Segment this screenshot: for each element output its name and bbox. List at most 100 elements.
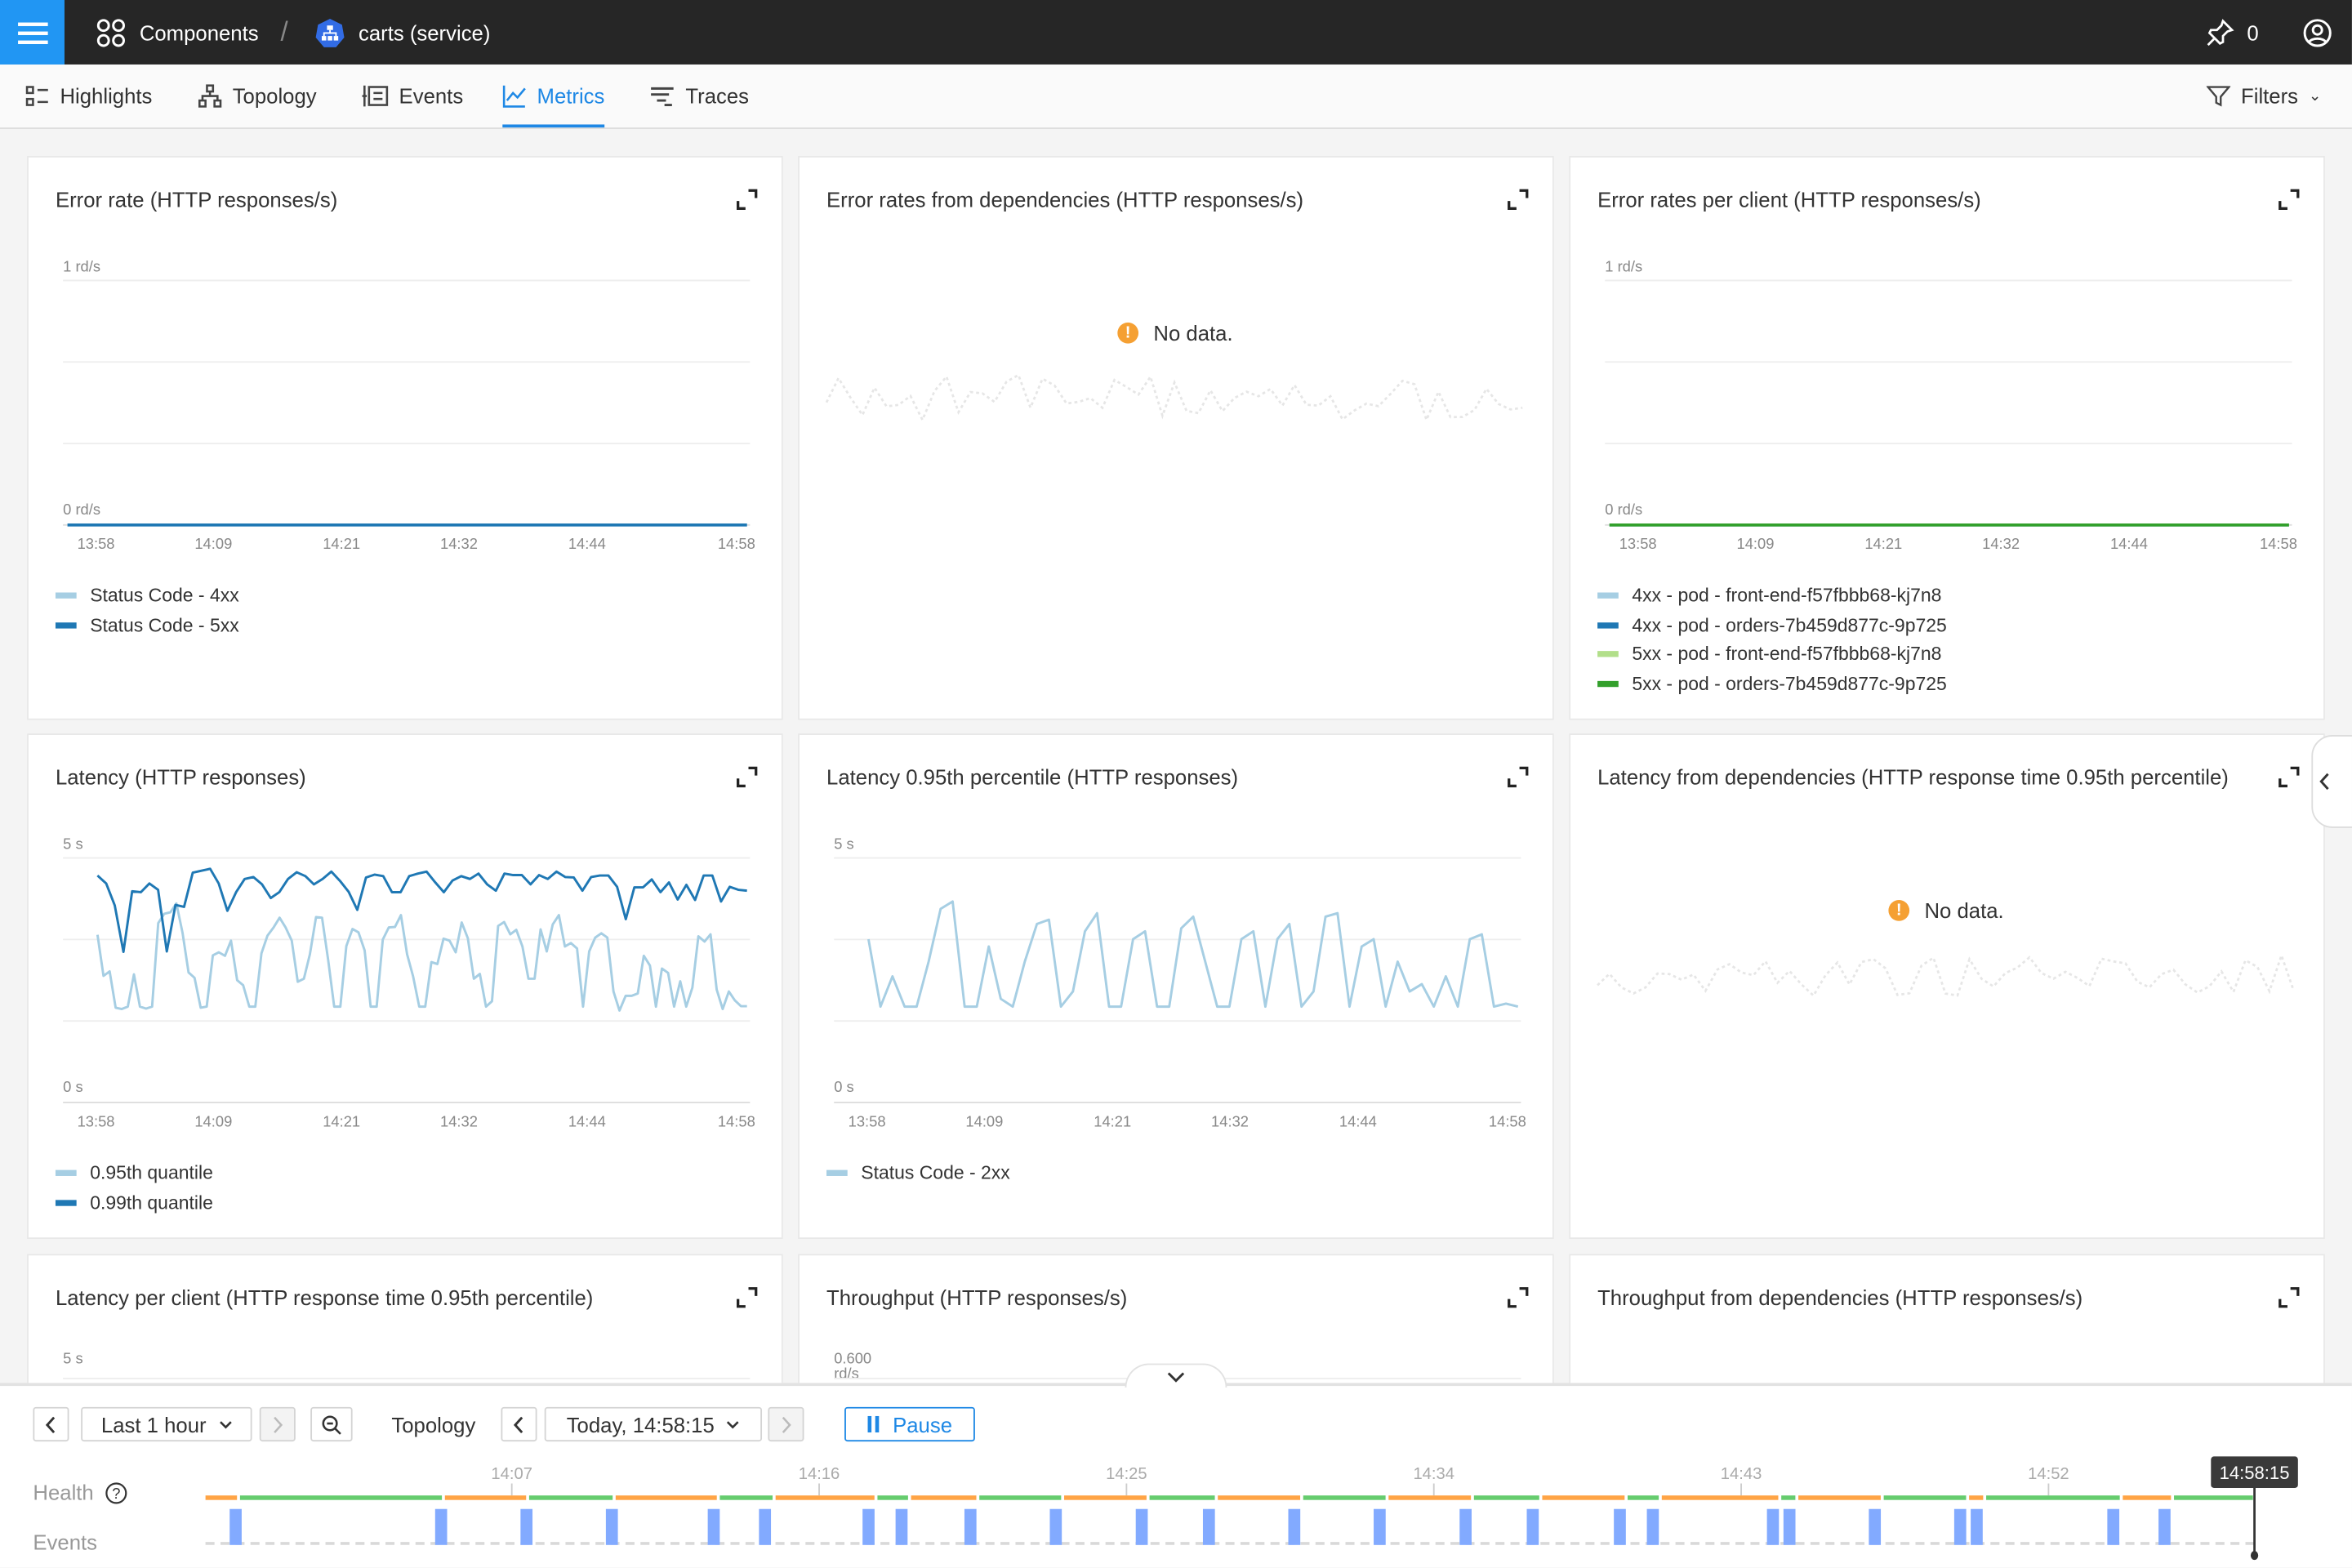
tab-metrics[interactable]: Metrics	[502, 65, 605, 128]
tab-events[interactable]: Events	[362, 65, 463, 127]
health-segment-clear[interactable]	[1986, 1495, 2120, 1500]
health-segment-clear[interactable]	[1303, 1495, 1386, 1500]
health-segment-clear[interactable]	[239, 1495, 443, 1500]
event-bar[interactable]	[1646, 1508, 1659, 1545]
event-bar[interactable]	[1971, 1508, 1983, 1545]
health-segment-clear[interactable]	[1627, 1495, 1659, 1500]
health-segment-deviating[interactable]	[1542, 1495, 1625, 1500]
expand-icon[interactable]	[1506, 1285, 1530, 1309]
health-segment-deviating[interactable]	[615, 1495, 717, 1500]
menu-button[interactable]	[0, 0, 65, 65]
x-tick-label: 14:32	[440, 1112, 478, 1129]
tab-topology[interactable]: Topology	[198, 65, 317, 127]
event-bar[interactable]	[1766, 1508, 1780, 1545]
expand-icon[interactable]	[1506, 765, 1530, 789]
event-bar[interactable]	[1049, 1508, 1062, 1545]
help-icon[interactable]: ?	[105, 1481, 128, 1504]
health-segment-deviating[interactable]	[444, 1495, 527, 1500]
tab-traces[interactable]: Traces	[649, 65, 749, 127]
event-bar[interactable]	[1374, 1508, 1386, 1545]
event-bar[interactable]	[520, 1508, 533, 1545]
legend-item[interactable]: 0.95th quantile	[55, 1162, 213, 1183]
expand-icon[interactable]	[735, 188, 759, 212]
legend-item[interactable]: Status Code - 4xx	[55, 585, 239, 606]
health-segment-deviating[interactable]	[1969, 1495, 1984, 1500]
event-bar[interactable]	[605, 1508, 618, 1545]
event-bar[interactable]	[759, 1508, 772, 1545]
expand-icon[interactable]	[1506, 188, 1530, 212]
event-bar[interactable]	[964, 1508, 977, 1545]
event-bar[interactable]	[1135, 1508, 1148, 1545]
pause-button[interactable]: Pause	[844, 1406, 975, 1442]
expand-icon[interactable]	[2277, 1285, 2301, 1309]
event-bar[interactable]	[895, 1508, 908, 1545]
timeline-chart[interactable]: 14:07 14:16 14:25 14:34 14:43 14:52	[0, 1386, 2352, 1567]
breadcrumb-current[interactable]: carts (service)	[315, 0, 490, 65]
tab-bar: Highlights Topology Events Metrics Trace…	[0, 64, 2352, 129]
health-segment-clear[interactable]	[979, 1495, 1062, 1500]
legend-item[interactable]: 4xx - pod - orders-7b459d877c-9p725	[1597, 614, 1947, 635]
event-bar[interactable]	[862, 1508, 875, 1545]
pins-button[interactable]: 0	[2205, 0, 2259, 65]
expand-icon[interactable]	[735, 765, 759, 789]
health-segment-deviating[interactable]	[205, 1495, 238, 1500]
event-bar[interactable]	[1459, 1508, 1472, 1545]
zoom-out-button[interactable]	[310, 1406, 353, 1442]
legend-item[interactable]: 5xx - pod - front-end-f57fbbb68-kj7n8	[1597, 644, 1941, 665]
tab-highlights[interactable]: Highlights	[25, 65, 152, 127]
time-back-button[interactable]	[501, 1406, 537, 1442]
breadcrumb-components[interactable]: Components	[96, 0, 259, 65]
expand-icon[interactable]	[2277, 765, 2301, 789]
health-segment-deviating[interactable]	[1218, 1495, 1301, 1500]
health-segment-deviating[interactable]	[775, 1495, 875, 1500]
event-bar[interactable]	[1783, 1508, 1796, 1545]
health-segment-clear[interactable]	[1781, 1495, 1796, 1500]
legend-item[interactable]: Status Code - 5xx	[55, 614, 239, 635]
event-bar[interactable]	[1288, 1508, 1301, 1545]
event-bar[interactable]	[229, 1508, 242, 1545]
event-bar[interactable]	[1869, 1508, 1882, 1545]
time-range-select[interactable]: Last 1 hour	[81, 1406, 252, 1442]
health-segment-deviating[interactable]	[1388, 1495, 1472, 1500]
event-bar[interactable]	[707, 1508, 720, 1545]
time-select[interactable]: Today, 14:58:15	[544, 1406, 763, 1442]
event-bar[interactable]	[2158, 1508, 2171, 1545]
event-bar[interactable]	[1614, 1508, 1626, 1545]
health-segment-deviating[interactable]	[1798, 1495, 1881, 1500]
event-bar[interactable]	[1526, 1508, 1539, 1545]
x-tick-label: 14:32	[1211, 1112, 1249, 1129]
health-segment-clear[interactable]	[877, 1495, 908, 1500]
time-forward-button[interactable]	[768, 1406, 804, 1442]
health-segment-deviating[interactable]	[1661, 1495, 1779, 1500]
y-tick-label: 0.600	[834, 1350, 871, 1367]
no-data-placeholder-line	[825, 373, 1523, 423]
health-segment-clear[interactable]	[1473, 1495, 1539, 1500]
legend-item[interactable]: Status Code - 2xx	[826, 1162, 1010, 1183]
event-bar[interactable]	[2107, 1508, 2120, 1545]
filters-button[interactable]: Filters ⌄	[2206, 65, 2321, 127]
range-forward-button[interactable]	[259, 1406, 296, 1442]
legend-item[interactable]: 4xx - pod - front-end-f57fbbb68-kj7n8	[1597, 585, 1941, 606]
health-segment-clear[interactable]	[1149, 1495, 1215, 1500]
x-tick-label: 14:44	[1339, 1112, 1377, 1129]
health-segment-deviating[interactable]	[911, 1495, 977, 1500]
expand-icon[interactable]	[2277, 188, 2301, 212]
range-back-button[interactable]	[33, 1406, 69, 1442]
health-segment-clear[interactable]	[2174, 1495, 2253, 1500]
timeline-cursor-handle[interactable]	[2250, 1551, 2259, 1561]
health-segment-deviating[interactable]	[1064, 1495, 1147, 1500]
event-bar[interactable]	[1202, 1508, 1215, 1545]
time-value: Today, 14:58:15	[566, 1412, 715, 1437]
legend-item[interactable]: 0.99th quantile	[55, 1192, 213, 1213]
timeline-collapse-toggle[interactable]	[1125, 1363, 1227, 1388]
health-segment-deviating[interactable]	[2123, 1495, 2172, 1500]
expand-icon[interactable]	[735, 1285, 759, 1309]
legend-item[interactable]: 5xx - pod - orders-7b459d877c-9p725	[1597, 673, 1947, 693]
side-panel-toggle[interactable]	[2311, 734, 2352, 828]
health-segment-clear[interactable]	[719, 1495, 773, 1500]
health-segment-clear[interactable]	[1883, 1495, 1967, 1500]
health-segment-clear[interactable]	[528, 1495, 613, 1500]
user-menu-button[interactable]	[2302, 0, 2332, 65]
event-bar[interactable]	[1953, 1508, 1967, 1545]
event-bar[interactable]	[434, 1508, 448, 1545]
